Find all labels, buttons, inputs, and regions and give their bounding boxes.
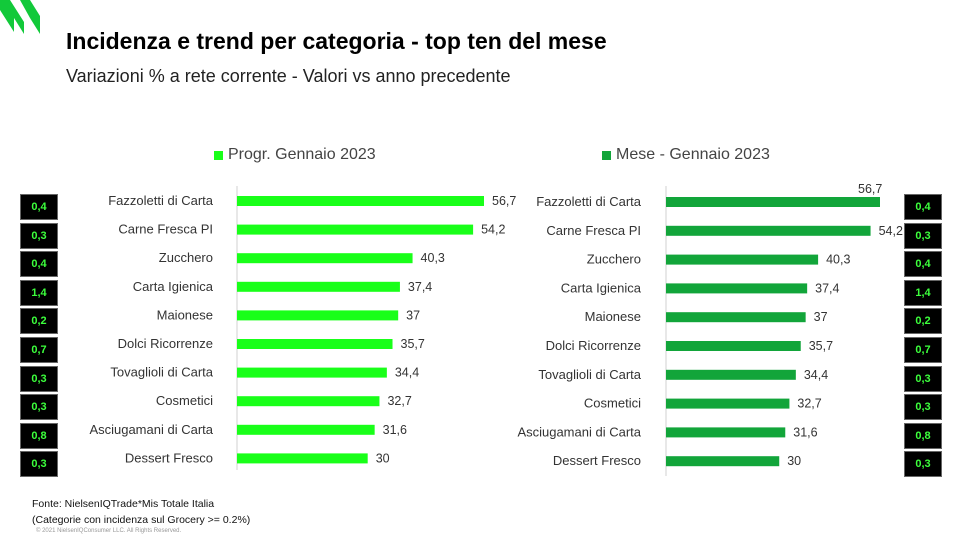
right-bar-0 [666,197,880,207]
left-incidence-box-5: 0,7 [20,337,58,363]
left-value-label-3: 37,4 [408,280,432,294]
left-bar-1 [237,224,474,235]
left-category-label-4: Maionese [157,307,213,322]
page-subtitle: Variazioni % a rete corrente - Valori vs… [66,66,511,86]
left-category-label-5: Dolci Ricorrenze [118,336,213,351]
right-bar-2 [666,254,819,265]
legend-swatch-right [602,150,611,160]
right-value-label-3: 37,4 [815,281,839,295]
right-incidence-box-8: 0,8 [904,422,942,449]
right-incidence-box-7: 0,3 [904,394,942,421]
right-category-label-2: Zucchero [587,252,641,267]
left-incidence-box-6: 0,3 [20,365,58,392]
left-bar-2 [237,253,413,264]
right-bar-7 [666,398,790,409]
left-category-label-7: Cosmetici [156,393,213,408]
right-bar-6 [666,369,796,380]
right-incidence-box-5: 0,7 [904,337,942,363]
left-incidence-box-7: 0,3 [20,394,58,421]
left-category-label-0: Fazzoletti di Carta [108,193,214,208]
left-value-label-8: 31,6 [383,423,407,437]
right-bar-8 [666,427,786,438]
left-incidence-box-2: 0,4 [20,251,58,278]
right-value-label-5: 35,7 [809,339,833,353]
page-title: Incidenza e trend per categoria - top te… [66,28,607,54]
left-category-label-8: Asciugamani di Carta [89,422,213,437]
left-value-label-6: 34,4 [395,366,419,380]
right-category-label-8: Asciugamani di Carta [517,424,641,439]
right-incidence-box-3: 1,4 [904,279,942,306]
left-value-label-2: 40,3 [421,251,445,265]
right-category-label-6: Tovaglioli di Carta [538,367,641,382]
left-incidence-box-9: 0,3 [20,451,58,478]
right-category-label-4: Maionese [585,309,641,324]
right-incidence-box-0: 0,4 [904,194,942,220]
left-category-label-2: Zucchero [159,250,213,265]
right-category-label-3: Carta Igienica [561,280,642,295]
legend-swatch-left [214,150,223,160]
left-bar-8 [237,424,375,435]
right-value-label-6: 34,4 [804,368,828,382]
left-incidence-box-4: 0,2 [20,308,58,335]
left-bar-0 [237,196,484,206]
right-incidence-box-2: 0,4 [904,251,942,278]
left-incidence-box-3: 1,4 [20,279,58,306]
right-value-label-0: 56,7 [858,182,882,196]
right-bar-1 [666,225,871,236]
right-category-label-5: Dolci Ricorrenze [546,338,641,353]
right-incidence-box-9: 0,3 [904,451,942,478]
right-bar-3 [666,283,808,294]
legend-right: Mese - Gennaio 2023 [602,146,770,164]
left-value-label-9: 30 [376,451,390,465]
left-incidence-box-8: 0,8 [20,422,58,449]
right-value-label-9: 30 [787,454,801,468]
left-bar-9 [237,453,368,464]
legend-left: Progr. Gennaio 2023 [214,146,376,164]
right-category-label-0: Fazzoletti di Carta [536,194,642,209]
left-category-label-3: Carta Igienica [133,279,214,294]
right-incidence-box-6: 0,3 [904,365,942,392]
legend-label-left: Progr. Gennaio 2023 [228,146,376,163]
right-value-label-1: 54,2 [879,224,903,238]
right-value-label-8: 31,6 [793,425,817,439]
left-bar-4 [237,310,399,321]
right-value-label-2: 40,3 [826,253,850,267]
right-incidence-box-4: 0,2 [904,308,942,335]
right-bar-5 [666,341,801,351]
left-bar-7 [237,396,380,407]
left-value-label-4: 37 [406,308,420,322]
right-category-label-1: Carne Fresca PI [546,223,641,238]
right-bar-9 [666,456,780,467]
left-value-label-5: 35,7 [401,337,425,351]
left-incidence-box-0: 0,4 [20,194,58,220]
left-bar-6 [237,367,387,378]
right-category-label-7: Cosmetici [584,396,641,411]
right-bar-4 [666,312,806,323]
right-category-label-9: Dessert Fresco [553,453,641,468]
left-category-label-1: Carne Fresca PI [118,222,213,237]
source-note: Fonte: NielsenIQTrade*Mis Totale Italia [32,498,215,510]
right-value-label-4: 37 [814,310,828,324]
left-category-label-6: Tovaglioli di Carta [110,365,213,380]
category-note: (Categorie con incidenza sul Grocery >= … [32,514,251,526]
left-value-label-1: 54,2 [481,223,505,237]
left-value-label-7: 32,7 [387,394,411,408]
legend-label-right: Mese - Gennaio 2023 [616,146,770,163]
left-category-label-9: Dessert Fresco [125,450,213,465]
nielseniq-logo-icon [0,0,40,34]
right-incidence-box-1: 0,3 [904,222,942,249]
left-value-label-0: 56,7 [492,194,516,208]
right-value-label-7: 32,7 [797,397,821,411]
left-bar-3 [237,281,400,292]
left-incidence-box-1: 0,3 [20,222,58,249]
copyright: © 2021 NielsenIQConsumer LLC. All Rights… [36,528,182,534]
left-bar-5 [237,339,393,349]
